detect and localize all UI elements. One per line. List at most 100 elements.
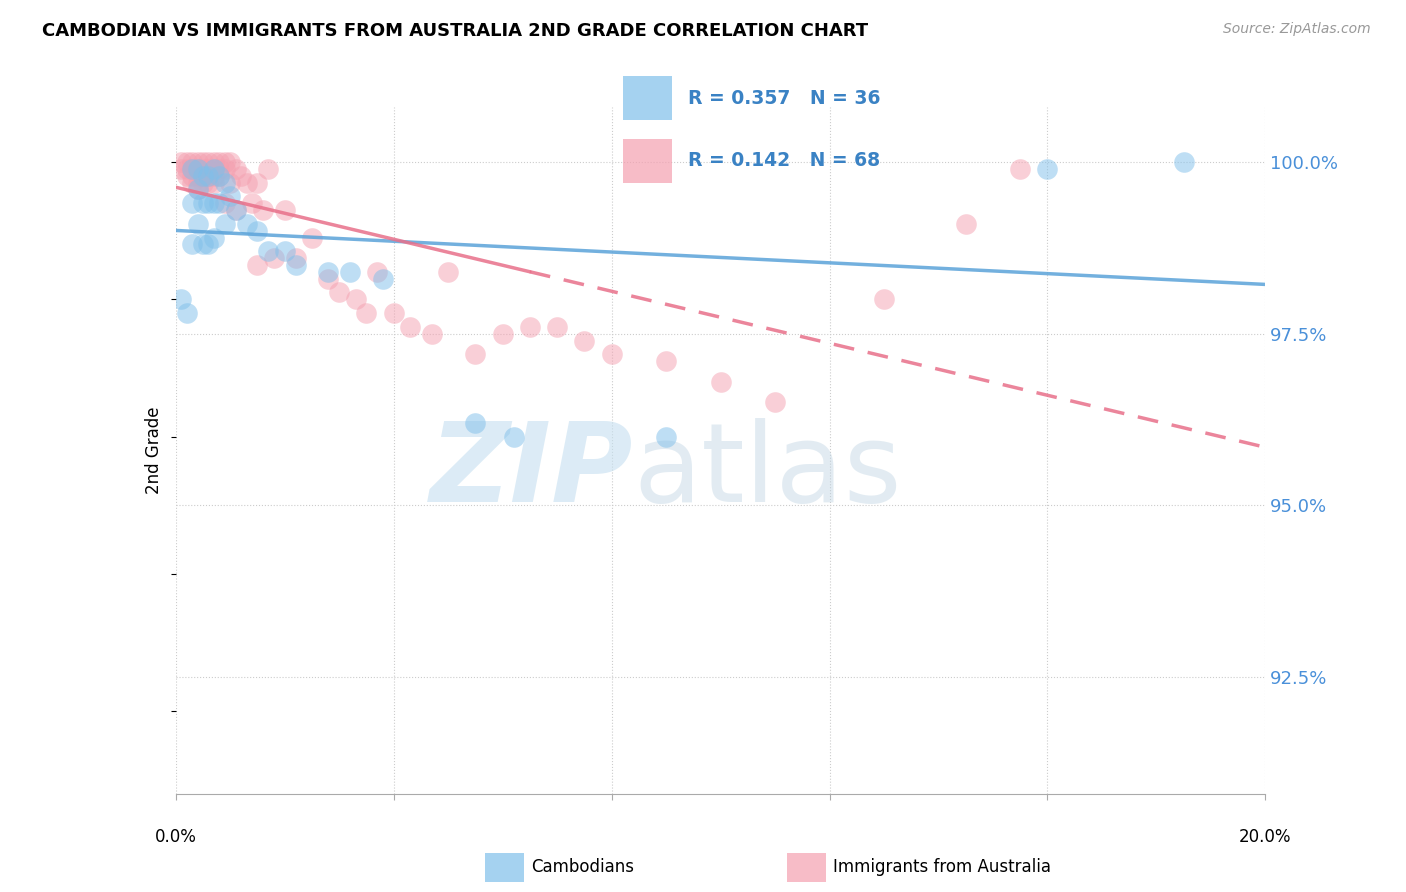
Point [181, 169, 204, 183]
Point [214, 161, 236, 176]
Point [181, 155, 204, 169]
Point [246, 258, 269, 272]
Point [763, 395, 786, 409]
Text: Cambodians: Cambodians [531, 858, 634, 877]
Point [382, 306, 405, 320]
Point [955, 217, 977, 231]
Point [197, 196, 219, 211]
Bar [485, 854, 524, 881]
Point [257, 244, 280, 259]
Point [181, 161, 204, 176]
Point [186, 176, 209, 190]
Point [208, 169, 231, 183]
Point [1173, 155, 1195, 169]
Point [197, 237, 219, 252]
Point [546, 319, 568, 334]
Point [519, 319, 541, 334]
Point [574, 334, 596, 348]
Point [252, 203, 274, 218]
Point [420, 326, 443, 341]
Point [219, 176, 242, 190]
Point [202, 161, 225, 176]
Point [186, 161, 209, 176]
Text: Immigrants from Australia: Immigrants from Australia [832, 858, 1052, 877]
Point [202, 155, 225, 169]
Point [181, 237, 204, 252]
Point [225, 203, 247, 218]
Point [328, 285, 350, 300]
Point [214, 176, 236, 190]
Point [284, 251, 307, 265]
Point [246, 176, 269, 190]
Point [437, 265, 460, 279]
Point [186, 169, 209, 183]
Point [219, 189, 242, 203]
Point [464, 347, 486, 361]
Point [208, 196, 231, 211]
Point [235, 217, 257, 231]
Point [186, 182, 209, 196]
Point [366, 265, 388, 279]
Text: Source: ZipAtlas.com: Source: ZipAtlas.com [1223, 22, 1371, 37]
Point [502, 430, 524, 444]
Point [274, 203, 297, 218]
Point [214, 196, 236, 211]
Point [344, 293, 367, 307]
Point [257, 161, 280, 176]
Point [181, 196, 204, 211]
Point [208, 155, 231, 169]
Point [1010, 161, 1032, 176]
Point [186, 155, 209, 169]
Point [318, 272, 340, 286]
Point [202, 169, 225, 183]
Point [181, 161, 204, 176]
Point [170, 155, 193, 169]
Point [246, 224, 269, 238]
Point [214, 155, 236, 169]
Point [202, 161, 225, 176]
Point [214, 217, 236, 231]
Point [356, 306, 378, 320]
Bar [623, 139, 672, 183]
Point [186, 182, 209, 196]
Point [186, 161, 209, 176]
Point [181, 176, 204, 190]
Point [191, 237, 214, 252]
Point [191, 155, 214, 169]
Point [274, 244, 297, 259]
Point [464, 416, 486, 430]
Y-axis label: 2nd Grade: 2nd Grade [145, 407, 163, 494]
Point [191, 169, 214, 183]
Point [197, 161, 219, 176]
Point [208, 169, 231, 183]
Point [202, 176, 225, 190]
Point [191, 169, 214, 183]
Point [202, 196, 225, 211]
Point [202, 230, 225, 244]
Point [225, 203, 247, 218]
Point [301, 230, 323, 244]
Point [399, 319, 422, 334]
Point [176, 169, 198, 183]
Point [170, 161, 193, 176]
Text: 0.0%: 0.0% [155, 829, 197, 847]
Point [197, 176, 219, 190]
Point [371, 272, 394, 286]
Text: ZIP: ZIP [430, 417, 633, 524]
Point [191, 196, 214, 211]
Point [176, 306, 198, 320]
Point [655, 430, 678, 444]
Text: R = 0.357   N = 36: R = 0.357 N = 36 [688, 89, 880, 108]
Point [263, 251, 285, 265]
Bar [787, 854, 827, 881]
Point [600, 347, 623, 361]
Point [284, 258, 307, 272]
Point [339, 265, 361, 279]
Point [235, 176, 257, 190]
Point [197, 169, 219, 183]
Point [197, 169, 219, 183]
Point [655, 354, 678, 368]
Point [710, 375, 733, 389]
Point [176, 161, 198, 176]
Point [492, 326, 515, 341]
